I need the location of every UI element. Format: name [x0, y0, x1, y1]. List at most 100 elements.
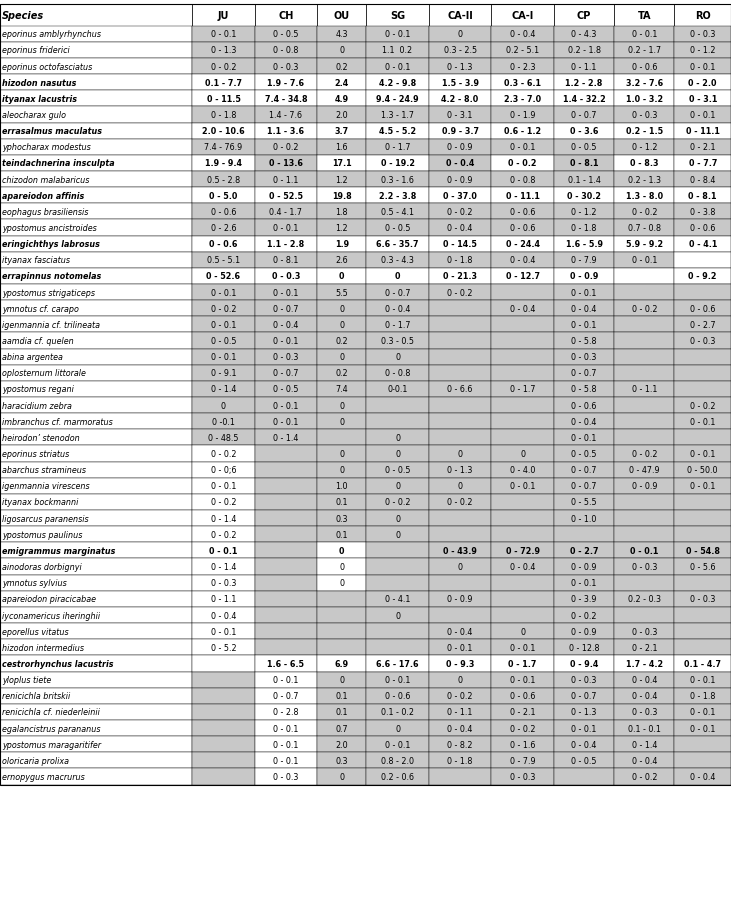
- Bar: [366, 123, 429, 140]
- Text: 5.5: 5.5: [336, 289, 348, 297]
- Bar: [0, 511, 192, 527]
- Text: 0: 0: [395, 449, 400, 459]
- Bar: [0, 349, 192, 366]
- Bar: [429, 607, 491, 623]
- Bar: [675, 349, 731, 366]
- Text: 0 - 1.7: 0 - 1.7: [510, 385, 535, 394]
- Bar: [429, 59, 491, 75]
- Bar: [491, 655, 554, 672]
- Bar: [429, 155, 491, 172]
- Bar: [317, 494, 366, 511]
- Bar: [192, 607, 254, 623]
- Bar: [192, 5, 254, 27]
- Bar: [614, 768, 675, 785]
- Text: 0 - 0.7: 0 - 0.7: [273, 369, 299, 378]
- Bar: [366, 720, 429, 736]
- Bar: [675, 543, 731, 559]
- Text: 0 - 1.1: 0 - 1.1: [211, 595, 236, 604]
- Bar: [366, 91, 429, 108]
- Bar: [317, 43, 366, 59]
- Text: oplosternum littorale: oplosternum littorale: [2, 369, 86, 378]
- Text: 0 - 1.4: 0 - 1.4: [273, 434, 299, 442]
- Bar: [0, 75, 192, 91]
- Bar: [192, 753, 254, 768]
- Bar: [254, 333, 317, 349]
- Bar: [429, 672, 491, 688]
- Bar: [0, 543, 192, 559]
- Text: 0.1: 0.1: [336, 498, 348, 507]
- Bar: [429, 720, 491, 736]
- Text: 1.0: 1.0: [336, 482, 348, 491]
- Bar: [675, 430, 731, 446]
- Bar: [192, 736, 254, 753]
- Bar: [317, 753, 366, 768]
- Text: 0 - 2.1: 0 - 2.1: [632, 643, 657, 652]
- Bar: [554, 640, 614, 655]
- Bar: [554, 333, 614, 349]
- Bar: [491, 768, 554, 785]
- Text: 0 - 0.1: 0 - 0.1: [572, 434, 596, 442]
- Text: 0: 0: [339, 402, 344, 410]
- Bar: [429, 333, 491, 349]
- Bar: [317, 736, 366, 753]
- Text: 0 - 0.6: 0 - 0.6: [385, 691, 410, 700]
- Text: 0 - 3.1: 0 - 3.1: [447, 111, 473, 119]
- Text: 1.1  0.2: 1.1 0.2: [382, 46, 412, 55]
- Bar: [254, 5, 317, 27]
- Text: 0.1: 0.1: [336, 530, 348, 539]
- Text: 4.3: 4.3: [336, 30, 348, 40]
- Bar: [0, 446, 192, 462]
- Text: iyconamericus iheringhii: iyconamericus iheringhii: [2, 611, 100, 619]
- Text: 1.2: 1.2: [336, 176, 348, 185]
- Text: 0 - 0.1: 0 - 0.1: [211, 353, 236, 362]
- Bar: [0, 5, 192, 27]
- Text: 0 - 0.1: 0 - 0.1: [510, 643, 535, 652]
- Bar: [317, 720, 366, 736]
- Bar: [675, 43, 731, 59]
- Bar: [491, 27, 554, 43]
- Bar: [317, 655, 366, 672]
- Text: 0 - 0.1: 0 - 0.1: [211, 289, 236, 297]
- Bar: [554, 527, 614, 543]
- Text: 0: 0: [339, 546, 344, 555]
- Text: 0 - 0.9: 0 - 0.9: [570, 272, 598, 281]
- Bar: [614, 720, 675, 736]
- Bar: [254, 446, 317, 462]
- Text: 0 - 0.4: 0 - 0.4: [632, 675, 657, 685]
- Text: 0 - 0.2: 0 - 0.2: [273, 143, 299, 153]
- Text: 0 - 1.1: 0 - 1.1: [572, 62, 596, 72]
- Bar: [554, 268, 614, 285]
- Text: 0 - 1.8: 0 - 1.8: [211, 111, 236, 119]
- Bar: [675, 123, 731, 140]
- Bar: [429, 236, 491, 253]
- Bar: [614, 253, 675, 268]
- Bar: [317, 91, 366, 108]
- Text: 0 - 0.1: 0 - 0.1: [510, 482, 535, 491]
- Text: 0 - 3.9: 0 - 3.9: [572, 595, 596, 604]
- Text: 0 - 1.4: 0 - 1.4: [211, 385, 236, 394]
- Bar: [0, 527, 192, 543]
- Bar: [192, 285, 254, 301]
- Text: 0 - 2.1: 0 - 2.1: [510, 708, 535, 717]
- Text: 0 - 0.4: 0 - 0.4: [690, 772, 716, 781]
- Bar: [614, 462, 675, 478]
- Bar: [254, 543, 317, 559]
- Text: 0 - 72.9: 0 - 72.9: [506, 546, 539, 555]
- Bar: [429, 172, 491, 187]
- Text: 0 - 7.7: 0 - 7.7: [689, 159, 717, 168]
- Bar: [491, 221, 554, 236]
- Bar: [554, 478, 614, 494]
- Text: ypostomus paulinus: ypostomus paulinus: [2, 530, 83, 539]
- Text: 0 - 0.2: 0 - 0.2: [510, 724, 535, 732]
- Bar: [614, 640, 675, 655]
- Text: 0 - 0.1: 0 - 0.1: [572, 321, 596, 330]
- Text: 0 - 0.3: 0 - 0.3: [211, 579, 236, 587]
- Bar: [554, 285, 614, 301]
- Text: 1.9 - 9.4: 1.9 - 9.4: [205, 159, 242, 168]
- Bar: [675, 75, 731, 91]
- Text: 0 - 0.1: 0 - 0.1: [385, 740, 410, 749]
- Bar: [554, 623, 614, 640]
- Bar: [254, 559, 317, 575]
- Bar: [192, 268, 254, 285]
- Bar: [491, 462, 554, 478]
